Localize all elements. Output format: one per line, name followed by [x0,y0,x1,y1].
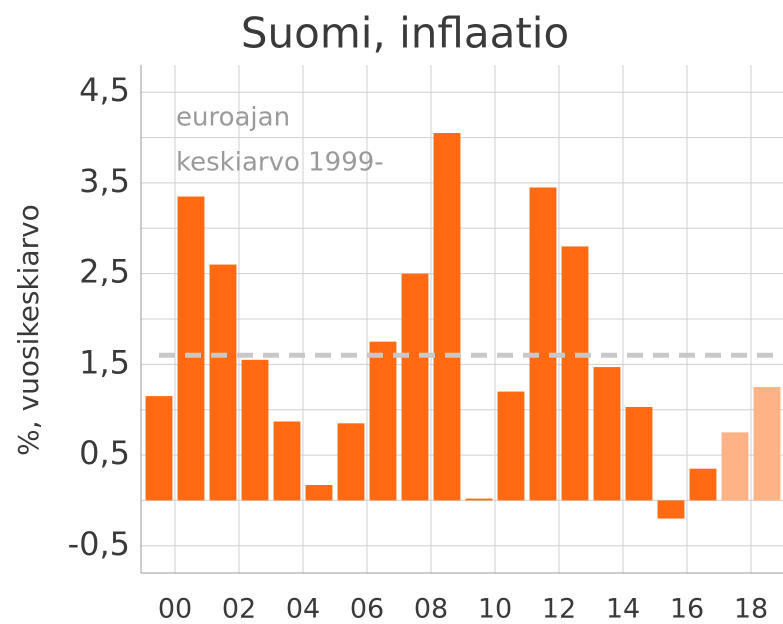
bar [273,421,301,501]
x-tick-label: 02 [222,594,256,624]
bar [465,498,493,501]
bar [433,133,461,501]
bar [305,485,333,501]
x-tick-label: 00 [158,594,192,624]
x-tick-label: 10 [478,594,512,624]
x-tick-label: 06 [350,594,384,624]
bar [625,406,653,501]
x-tick-label: 08 [414,594,448,624]
bar [689,468,717,501]
bar [369,341,397,501]
y-axis-label: %, vuosikeskiarvo [12,204,45,456]
bar [337,423,365,501]
bar [177,196,205,501]
bar [529,187,557,501]
bar [593,367,621,501]
bar [561,246,589,501]
y-tick-label: 2,5 [79,253,130,291]
x-tick-label: 16 [670,594,704,624]
bar [145,396,173,501]
x-tick-label: 04 [286,594,320,624]
x-tick-label: 12 [542,594,576,624]
y-tick-label: -0,5 [68,525,130,563]
bar [209,264,237,501]
bar [753,387,781,501]
y-tick-label: 0,5 [79,434,130,472]
bar [657,500,685,519]
x-tick-label: 18 [734,594,768,624]
y-tick-label: 3,5 [79,162,130,200]
y-tick-label: 4,5 [79,71,130,109]
bar [401,273,429,501]
x-tick-label: 14 [606,594,640,624]
bar [497,391,525,501]
annotation: keskiarvo 1999- [176,148,384,178]
chart-title: Suomi, inflaatio [241,9,569,58]
bar [241,359,269,501]
annotation: euroajan [176,103,290,133]
bar [721,432,749,501]
y-tick-label: 1,5 [79,343,130,381]
